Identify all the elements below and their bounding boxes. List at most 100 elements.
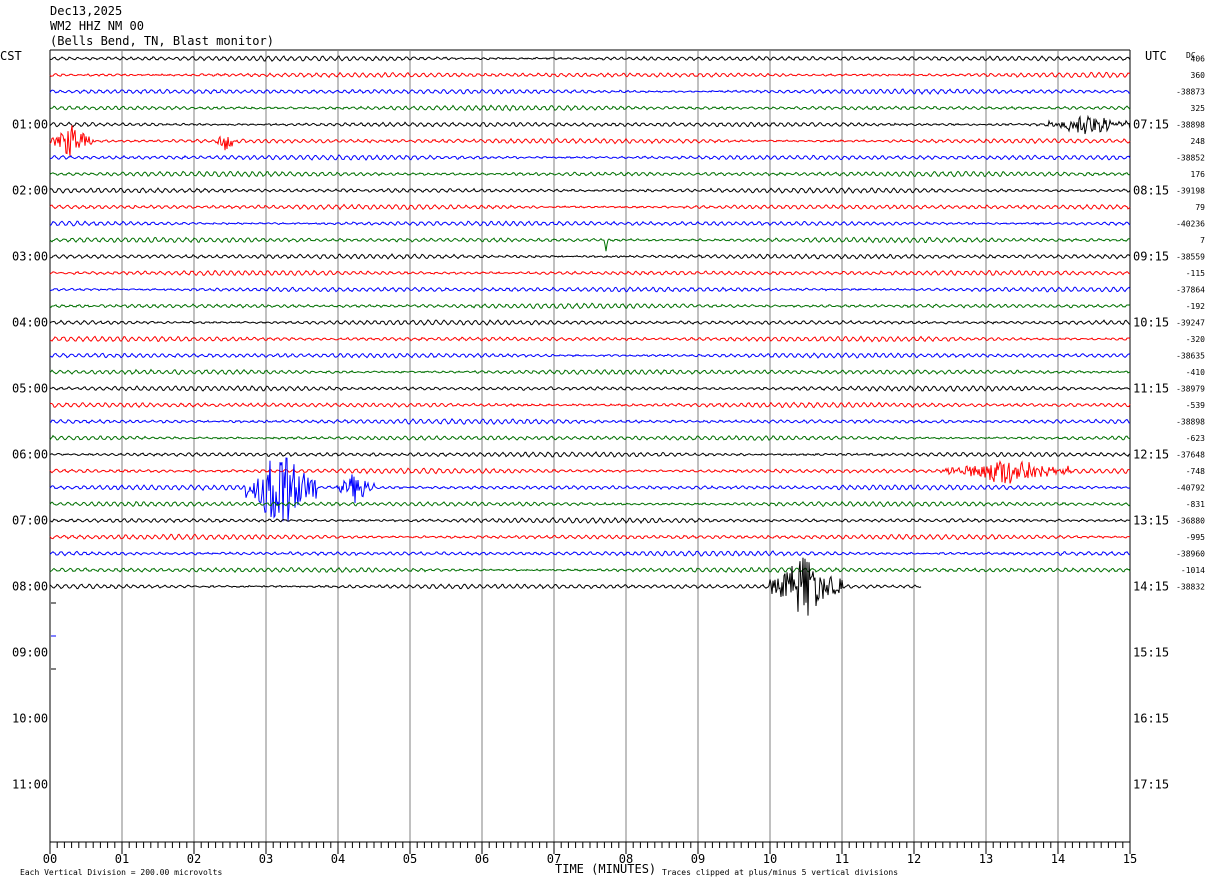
- utc-hour-label: 09:15: [1133, 250, 1169, 264]
- cst-hour-label: 04:00: [12, 316, 48, 330]
- cst-hour-label: 05:00: [12, 382, 48, 396]
- cst-hour-label: 07:00: [12, 514, 48, 528]
- dc-offset-label: -40236: [1176, 220, 1205, 229]
- trace-line: [49, 71, 1131, 79]
- x-tick-label: 05: [403, 852, 417, 866]
- header-station: WM2 HHZ NM 00: [50, 19, 144, 33]
- dc-offset-label: -1014: [1181, 566, 1205, 575]
- trace-line: [49, 104, 1131, 112]
- cst-hour-label: 11:00: [12, 778, 48, 792]
- trace-line: [49, 352, 1131, 359]
- right-timezone-label: UTC: [1145, 49, 1167, 63]
- trace-line: [49, 253, 1131, 260]
- utc-hour-label: 15:15: [1133, 646, 1169, 660]
- trace-line: [49, 434, 1131, 442]
- trace-line: [49, 500, 1131, 508]
- dc-offset-label: -623: [1186, 434, 1205, 443]
- dc-offset-label: 360: [1191, 71, 1206, 80]
- dc-offset-label: -320: [1186, 335, 1205, 344]
- x-tick-label: 15: [1123, 852, 1137, 866]
- chart-axis: 00 01 02 03 04 05 06 07 08 09 10 11 12 13 14 15 01:00 02:…: [12, 55, 1205, 867]
- cst-hour-label: 03:00: [12, 250, 48, 264]
- dc-offset-label: -38979: [1176, 385, 1205, 394]
- dc-offset-label: 248: [1191, 137, 1206, 146]
- trace-line: [49, 401, 1131, 409]
- dc-offset-label: -38832: [1176, 583, 1205, 592]
- dc-offset-label: -748: [1186, 467, 1205, 476]
- dc-offset-label: -39247: [1176, 319, 1205, 328]
- x-tick-label: 12: [907, 852, 921, 866]
- cst-hour-label: 02:00: [12, 184, 48, 198]
- header-location: (Bells Bend, TN, Blast monitor): [50, 34, 274, 48]
- x-tick-label: 04: [331, 852, 345, 866]
- clip-note: Traces clipped at plus/minus 5 vertical …: [662, 868, 898, 877]
- trace-line: [49, 302, 1131, 310]
- utc-hour-label: 17:15: [1133, 778, 1169, 792]
- trace-line: [49, 385, 1131, 393]
- x-tick-label: 02: [187, 852, 201, 866]
- utc-hour-label: 14:15: [1133, 580, 1169, 594]
- trace-line: [49, 55, 1131, 62]
- dc-offset-label: 176: [1191, 170, 1206, 179]
- dc-offset-label: 406: [1191, 55, 1206, 64]
- dc-offset-label: -39198: [1176, 187, 1205, 196]
- utc-hour-label: 16:15: [1133, 712, 1169, 726]
- trace-line: [49, 557, 922, 616]
- dc-offset-label: -37864: [1176, 286, 1205, 295]
- trace-line: [49, 319, 1131, 326]
- trace-line: [49, 154, 1131, 161]
- trace-line: [49, 418, 1131, 425]
- left-timezone-label: CST: [0, 49, 22, 63]
- x-tick-label: 13: [979, 852, 993, 866]
- dc-offset-label: -115: [1186, 269, 1205, 278]
- dc-offset-label: -38559: [1176, 253, 1205, 262]
- dc-offset-label: 325: [1191, 104, 1206, 113]
- dc-offset-label: -192: [1186, 302, 1205, 311]
- trace-line: [49, 550, 1131, 557]
- trace-line: [49, 88, 1130, 95]
- dc-offset-label: -38635: [1176, 352, 1205, 361]
- trace-line: [49, 220, 1131, 227]
- trace-line: [49, 566, 1131, 574]
- dc-offset-label: -40792: [1176, 484, 1205, 493]
- trace-line: [49, 335, 1131, 343]
- trace-group: [49, 55, 1131, 670]
- dc-offset-label: -37648: [1176, 451, 1205, 460]
- trace-line: [49, 451, 1131, 458]
- dc-offset-label: -38898: [1176, 418, 1205, 427]
- dc-offset-label: -995: [1186, 533, 1205, 542]
- utc-hour-label: 13:15: [1133, 514, 1169, 528]
- dc-offset-label: -38960: [1176, 550, 1205, 559]
- cst-hour-label: 01:00: [12, 118, 48, 132]
- trace-line: [49, 170, 1131, 178]
- trace-line: [49, 186, 1131, 195]
- utc-hour-label: 11:15: [1133, 382, 1169, 396]
- dc-offset-label: -831: [1186, 500, 1205, 509]
- utc-hour-label: 12:15: [1133, 448, 1169, 462]
- trace-line: [49, 114, 1131, 135]
- dc-offset-label: -36880: [1176, 517, 1205, 526]
- x-tick-label: 09: [691, 852, 705, 866]
- trace-line: [49, 457, 1131, 522]
- trace-line: [49, 236, 1131, 252]
- dc-offset-label: -38852: [1176, 154, 1205, 163]
- dc-header-label: DC: [1186, 51, 1196, 60]
- scale-note: Each Vertical Division = 200.00 microvol…: [20, 868, 222, 877]
- chart-grid: [49, 49, 1131, 842]
- trace-line: [49, 269, 1131, 277]
- utc-hour-label: 08:15: [1133, 184, 1169, 198]
- x-tick-label: 01: [115, 852, 129, 866]
- trace-line: [49, 516, 1131, 525]
- trace-line: [49, 459, 1131, 484]
- x-tick-label: 14: [1051, 852, 1065, 866]
- trace-line: [49, 368, 1131, 376]
- dc-offset-label: -410: [1186, 368, 1205, 377]
- dc-offset-label: -38873: [1176, 88, 1205, 97]
- dc-offset-label: -38898: [1176, 121, 1205, 130]
- utc-hour-label: 07:15: [1133, 118, 1169, 132]
- x-tick-label: 00: [43, 852, 57, 866]
- cst-hour-label: 08:00: [12, 580, 48, 594]
- x-tick-label: 11: [835, 852, 849, 866]
- header-date: Dec13,2025: [50, 4, 123, 18]
